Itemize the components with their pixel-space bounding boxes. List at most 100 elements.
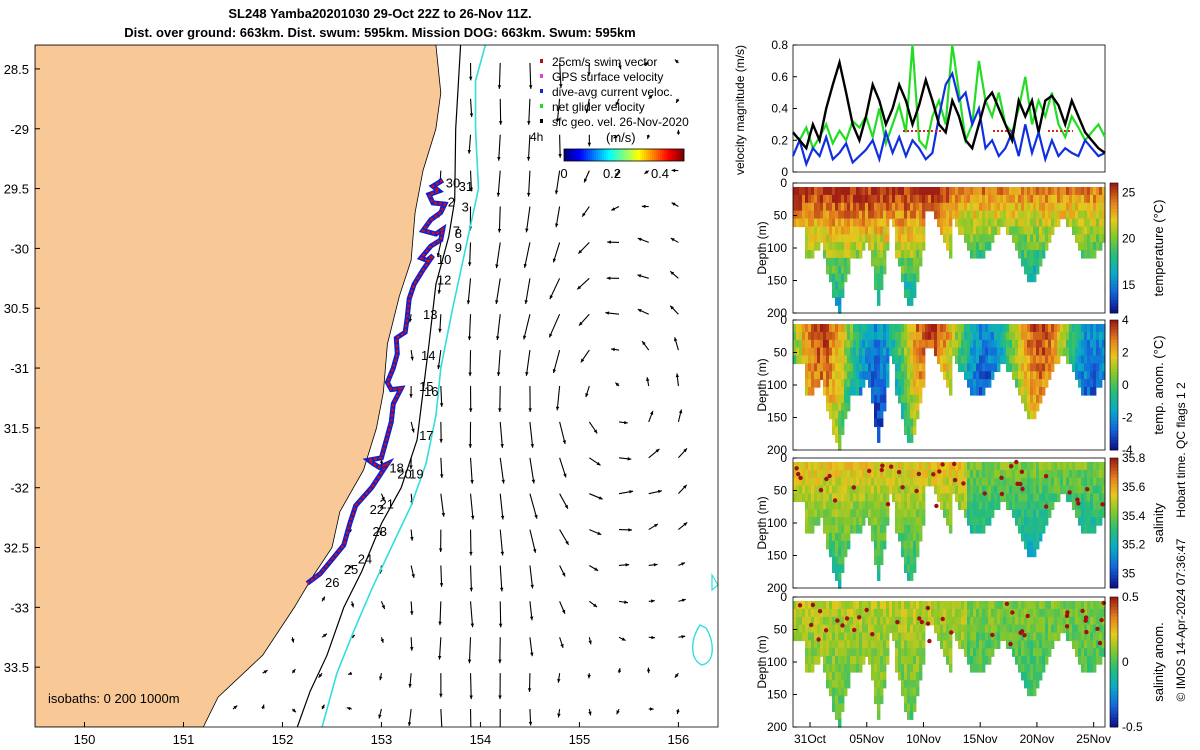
heatmap-cell <box>880 517 884 526</box>
heatmap-cell <box>910 711 914 720</box>
heatmap-cell <box>835 695 839 705</box>
heatmap-cell <box>877 671 881 681</box>
heatmap-cell <box>880 394 884 404</box>
vector-arrowhead <box>646 667 651 672</box>
heatmap-cell <box>826 257 830 267</box>
heatmap-cell <box>880 679 884 689</box>
heatmap-cell <box>985 226 989 235</box>
salinity-spike-dot <box>797 603 803 608</box>
heatmap-cell <box>862 477 866 487</box>
heatmap-cell <box>829 324 833 333</box>
heatmap-cell <box>1084 387 1088 396</box>
colorbar-cell <box>1110 336 1118 340</box>
heatmap-cell <box>874 477 878 487</box>
heatmap-cell <box>835 355 839 365</box>
heatmap-cell <box>973 601 977 610</box>
heatmap-cell <box>829 485 833 495</box>
heatmap-cell <box>895 493 899 503</box>
vector-arrowhead <box>441 512 446 517</box>
heatmap-cell <box>982 509 986 518</box>
heatmap-cell <box>799 194 803 204</box>
heatmap-cell <box>850 616 854 626</box>
heatmap-cell <box>970 648 974 657</box>
vector-arrowhead <box>671 202 676 206</box>
heatmap-cell <box>913 671 917 681</box>
heatmap-cell <box>898 664 902 673</box>
heatmap-cell <box>943 640 947 649</box>
heatmap-cell <box>1057 624 1061 634</box>
heatmap-cell <box>967 469 971 479</box>
map-x-tick-label: 156 <box>668 732 690 747</box>
heatmap-cell <box>829 687 833 697</box>
heatmap-cell <box>814 601 818 610</box>
heatmap-cell <box>1021 462 1025 471</box>
heatmap-cell <box>982 664 986 673</box>
heatmap-cell <box>1009 339 1013 349</box>
heatmap-cell <box>988 324 992 333</box>
heatmap-cell <box>859 656 863 665</box>
heatmap-cell <box>1051 616 1055 626</box>
heatmap-cell <box>958 608 962 618</box>
heatmap-cell <box>886 601 890 610</box>
heatmap-cell <box>829 640 833 649</box>
heatmap-cell <box>1090 616 1094 626</box>
heatmap-cell <box>1060 485 1064 495</box>
heatmap-cell <box>820 339 824 349</box>
heatmap-cell <box>1081 363 1085 372</box>
heatmap-cell <box>901 379 905 388</box>
heatmap-cell <box>883 363 887 372</box>
heatmap-cell <box>877 679 881 689</box>
heatmap-cell <box>913 477 917 487</box>
heatmap-cell <box>1051 194 1055 204</box>
waypoint-label: 9 <box>455 240 462 255</box>
heatmap-cell <box>910 656 914 665</box>
salinity-spike-dot <box>1022 633 1027 638</box>
heatmap-cell <box>973 242 977 251</box>
heatmap-cell <box>886 462 890 471</box>
heatmap-cell <box>970 469 974 479</box>
heatmap-cell <box>982 187 986 196</box>
heatmap-cell <box>892 210 896 220</box>
heatmap-cell <box>904 616 908 626</box>
heatmap-cell <box>820 601 824 610</box>
heatmap-cell <box>1036 226 1040 235</box>
heatmap-cell <box>985 347 989 357</box>
heatmap-cell <box>859 331 863 341</box>
colorbar-tick-label: 15 <box>1122 278 1136 292</box>
heatmap-cell <box>949 347 953 357</box>
heatmap-cell <box>871 509 875 518</box>
heatmap-cell <box>799 218 803 228</box>
heatmap-cell <box>958 355 962 365</box>
heatmap-cell <box>919 324 923 333</box>
heatmap-cell <box>940 477 944 487</box>
heatmap-cell <box>970 485 974 495</box>
vector-arrowhead <box>498 408 502 412</box>
heatmap-cell <box>982 379 986 388</box>
heatmap-cell <box>1075 218 1079 228</box>
heatmap-cell <box>961 218 965 228</box>
heatmap-cell <box>976 371 980 380</box>
heatmap-cell <box>898 394 902 404</box>
colorbar-cell <box>672 149 675 161</box>
vector-arrowhead <box>670 238 675 242</box>
heatmap-cell <box>1078 477 1082 487</box>
colorbar-tick-label: 25 <box>1122 185 1136 199</box>
heatmap-cell <box>1084 601 1088 610</box>
heatmap-cell <box>1039 250 1043 259</box>
heatmap-cell <box>1090 226 1094 235</box>
heatmap-cell <box>826 485 830 495</box>
heatmap-cell <box>1027 509 1031 518</box>
colorbar-cell <box>1110 280 1118 285</box>
heatmap-cell <box>1015 347 1019 357</box>
heatmap-cell <box>1072 363 1076 372</box>
heatmap-cell <box>808 234 812 243</box>
salinity-spike-dot <box>798 475 803 481</box>
heatmap-cell <box>793 347 797 357</box>
heatmap-cell <box>994 210 998 220</box>
vector-arrowhead <box>597 531 602 535</box>
heatmap-cell <box>1021 624 1025 634</box>
heatmap-cell <box>1102 608 1106 618</box>
heatmap-cell <box>949 194 953 204</box>
heatmap-cell <box>1027 355 1031 365</box>
heatmap-cell <box>877 608 881 618</box>
